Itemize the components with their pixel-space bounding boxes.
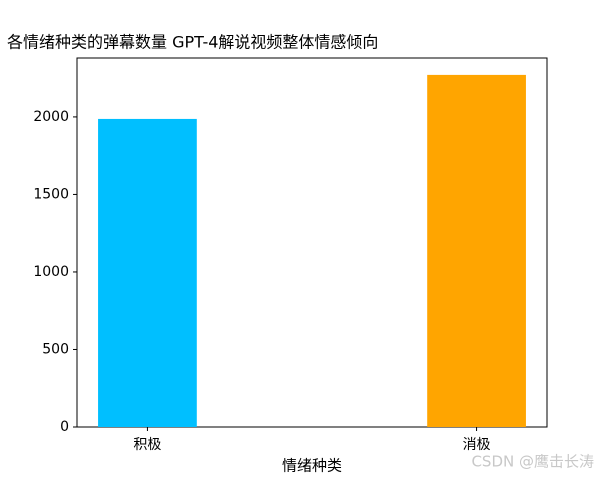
chart-title: 各情绪种类的弹幕数量 GPT-4解说视频整体情感倾向 — [7, 33, 378, 52]
y-tick-label: 1000 — [33, 264, 69, 280]
bar — [427, 74, 526, 427]
y-tick-label: 2000 — [33, 109, 69, 125]
y-tick-label: 500 — [42, 341, 69, 357]
x-axis-label: 情绪种类 — [282, 457, 342, 475]
y-tick-label: 0 — [60, 419, 69, 435]
x-tick-label: 积极 — [133, 437, 161, 453]
plot-frame — [76, 57, 548, 428]
watermark: CSDN @鹰击长涛 — [471, 453, 594, 471]
bar — [98, 118, 197, 427]
y-tick-label: 1500 — [33, 186, 69, 202]
x-tick-label: 消极 — [463, 437, 491, 453]
